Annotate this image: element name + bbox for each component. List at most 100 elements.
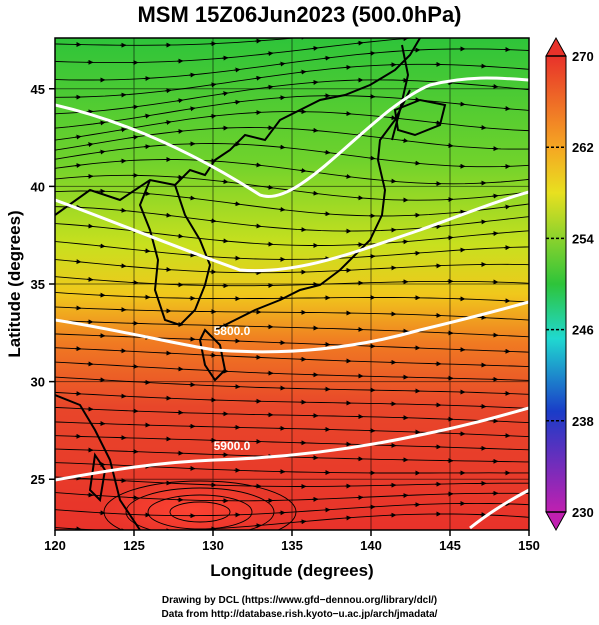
streamline [55, 492, 529, 502]
streamline-arrow [98, 149, 106, 155]
circulation-streamline [103, 480, 297, 530]
streamline-arrow [254, 162, 262, 168]
credit-data: Data from http://database.rish.kyoto−u.a… [161, 609, 438, 620]
credit-drawing: Drawing by DCL (https://www.gfd−dennou.o… [161, 595, 438, 606]
streamline-arrow [254, 523, 262, 529]
x-tick-label: 140 [360, 538, 382, 553]
streamline-arrow [479, 219, 487, 225]
streamline-arrow [491, 231, 499, 237]
streamline-arrow [299, 519, 307, 525]
colorbar: 270 262 254 246 238 230 [545, 36, 594, 532]
colorbar-tick-label: 238 [572, 414, 594, 429]
x-tick-label: 120 [44, 538, 66, 553]
streamline-arrow [413, 160, 421, 166]
streamline [55, 63, 529, 98]
streamline-arrow [188, 195, 196, 201]
streamline [55, 421, 529, 438]
colorbar-bottom-arrow [545, 511, 567, 532]
streamline [55, 502, 529, 517]
y-axis-ticks: 25 30 35 40 45 [31, 82, 55, 487]
streamline-arrow [278, 206, 286, 212]
graticule [55, 38, 529, 530]
x-tick-label: 125 [123, 538, 145, 553]
coastline-japan [214, 89, 411, 331]
x-tick-label: 135 [281, 538, 303, 553]
streamline [55, 320, 529, 338]
streamline-arrow [188, 106, 196, 112]
streamline [55, 462, 529, 474]
streamline [55, 111, 529, 141]
streamline-arrow [176, 98, 184, 104]
streamline-arrow [311, 79, 319, 85]
streamline-arrow [254, 223, 262, 229]
contour-line-mid [55, 190, 529, 273]
streamline-arrow [221, 238, 229, 244]
streamline [55, 79, 529, 115]
streamline [55, 190, 529, 217]
warm-core [100, 480, 280, 530]
circulation-streamline [169, 501, 231, 523]
streamline-arrow [131, 134, 139, 140]
streamline-arrow [311, 127, 319, 133]
coastline-taiwan [88, 452, 107, 503]
colorbar-tick-label: 270 [572, 49, 594, 64]
contour-label-5800: 5800.0 [214, 324, 251, 338]
streamline-arrow [503, 106, 511, 112]
streamline-arrow [98, 243, 106, 249]
colorbar-bar [545, 55, 567, 513]
streamline-arrow [368, 50, 376, 56]
x-axis-ticks: 120 125 130 135 140 145 150 [44, 530, 540, 553]
streamline-arrow [344, 64, 352, 70]
streamline-arrow [143, 248, 151, 254]
streamline-arrow [344, 515, 352, 521]
streamline [55, 127, 529, 151]
streamline-arrow [323, 55, 331, 61]
streamline-arrow [86, 223, 94, 229]
streamline [55, 406, 529, 424]
streamline-arrow [143, 144, 151, 150]
streamline-arrow [389, 178, 397, 184]
contour-label-5900: 5900.0 [214, 439, 251, 453]
streamline-arrow [233, 67, 241, 73]
streamline-arrow [458, 209, 466, 215]
map-plot-area: 5800.0 5900.0 [54, 37, 530, 531]
streamline-arrow [164, 119, 172, 125]
coastline-china-south [55, 394, 141, 530]
streamline-arrow [368, 155, 376, 161]
circulation-streamline [147, 494, 253, 530]
streamline-arrow [188, 72, 196, 78]
streamline [55, 241, 529, 260]
colorbar-top-arrow [545, 36, 567, 57]
contour-line-north [55, 76, 529, 199]
streamline-arrow [188, 252, 196, 258]
coastline-kyushu [198, 328, 227, 382]
streamline [55, 223, 529, 246]
y-tick-label: 45 [31, 82, 45, 97]
streamline-arrow [491, 193, 499, 199]
streamline [55, 435, 529, 451]
coastline-hokkaido [393, 98, 447, 137]
y-tick-label: 25 [31, 472, 45, 487]
contour-line-south [469, 488, 529, 530]
chart-title: MSM 15Z06Jun2023 (500.0hPa) [137, 2, 462, 27]
streamline-arrow [299, 69, 307, 75]
streamline-arrow [86, 142, 94, 148]
streamline-arrow [266, 51, 274, 57]
streamline-arrow [119, 207, 127, 213]
coastline-korea [138, 179, 212, 327]
y-axis-label: Latitude (degrees) [5, 210, 24, 357]
streamline-arrow [233, 99, 241, 105]
streamline-arrow [176, 128, 184, 134]
contour-line-5800 [55, 300, 529, 354]
streamline-arrow [233, 201, 241, 207]
colorbar-tick-label: 230 [572, 505, 594, 520]
streamline-arrow [278, 144, 286, 150]
streamline-arrow [86, 109, 94, 115]
streamline-arrow [221, 179, 229, 185]
streamline-arrow [323, 211, 331, 217]
streamline [55, 38, 417, 64]
streamline [55, 276, 529, 287]
circulation-streamline [125, 487, 275, 530]
colorbar-tick-label: 262 [572, 140, 594, 155]
